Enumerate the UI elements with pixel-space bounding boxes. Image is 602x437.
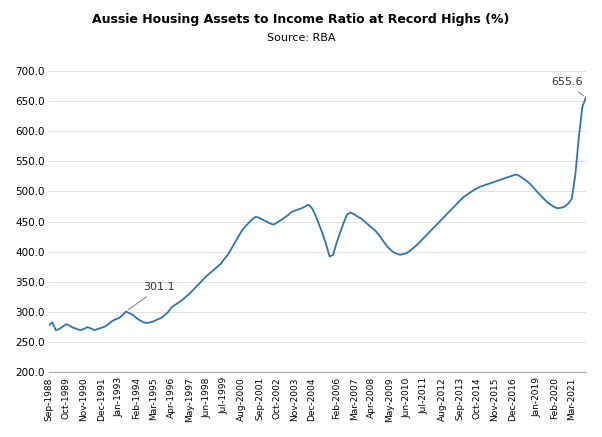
Text: 655.6: 655.6 (551, 77, 584, 96)
Text: Aussie Housing Assets to Income Ratio at Record Highs (%): Aussie Housing Assets to Income Ratio at… (92, 13, 510, 26)
Text: 301.1: 301.1 (128, 282, 175, 310)
Text: Source: RBA: Source: RBA (267, 33, 335, 43)
